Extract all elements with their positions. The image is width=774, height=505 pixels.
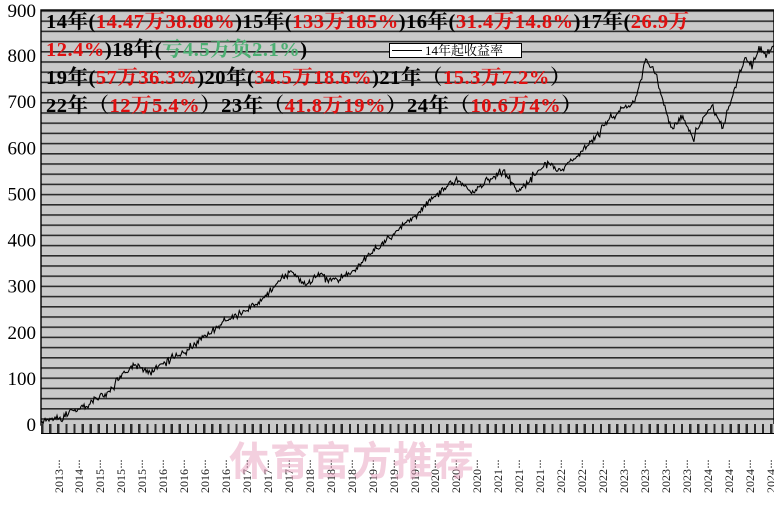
svg-text:700: 700 (8, 92, 37, 113)
svg-text:500: 500 (8, 184, 37, 205)
svg-text:800: 800 (8, 46, 37, 67)
svg-text:900: 900 (8, 1, 37, 22)
svg-text:100: 100 (8, 369, 37, 390)
svg-text:600: 600 (8, 138, 37, 159)
svg-text:400: 400 (8, 231, 37, 252)
svg-text:200: 200 (8, 323, 37, 344)
svg-text:300: 300 (8, 277, 37, 298)
